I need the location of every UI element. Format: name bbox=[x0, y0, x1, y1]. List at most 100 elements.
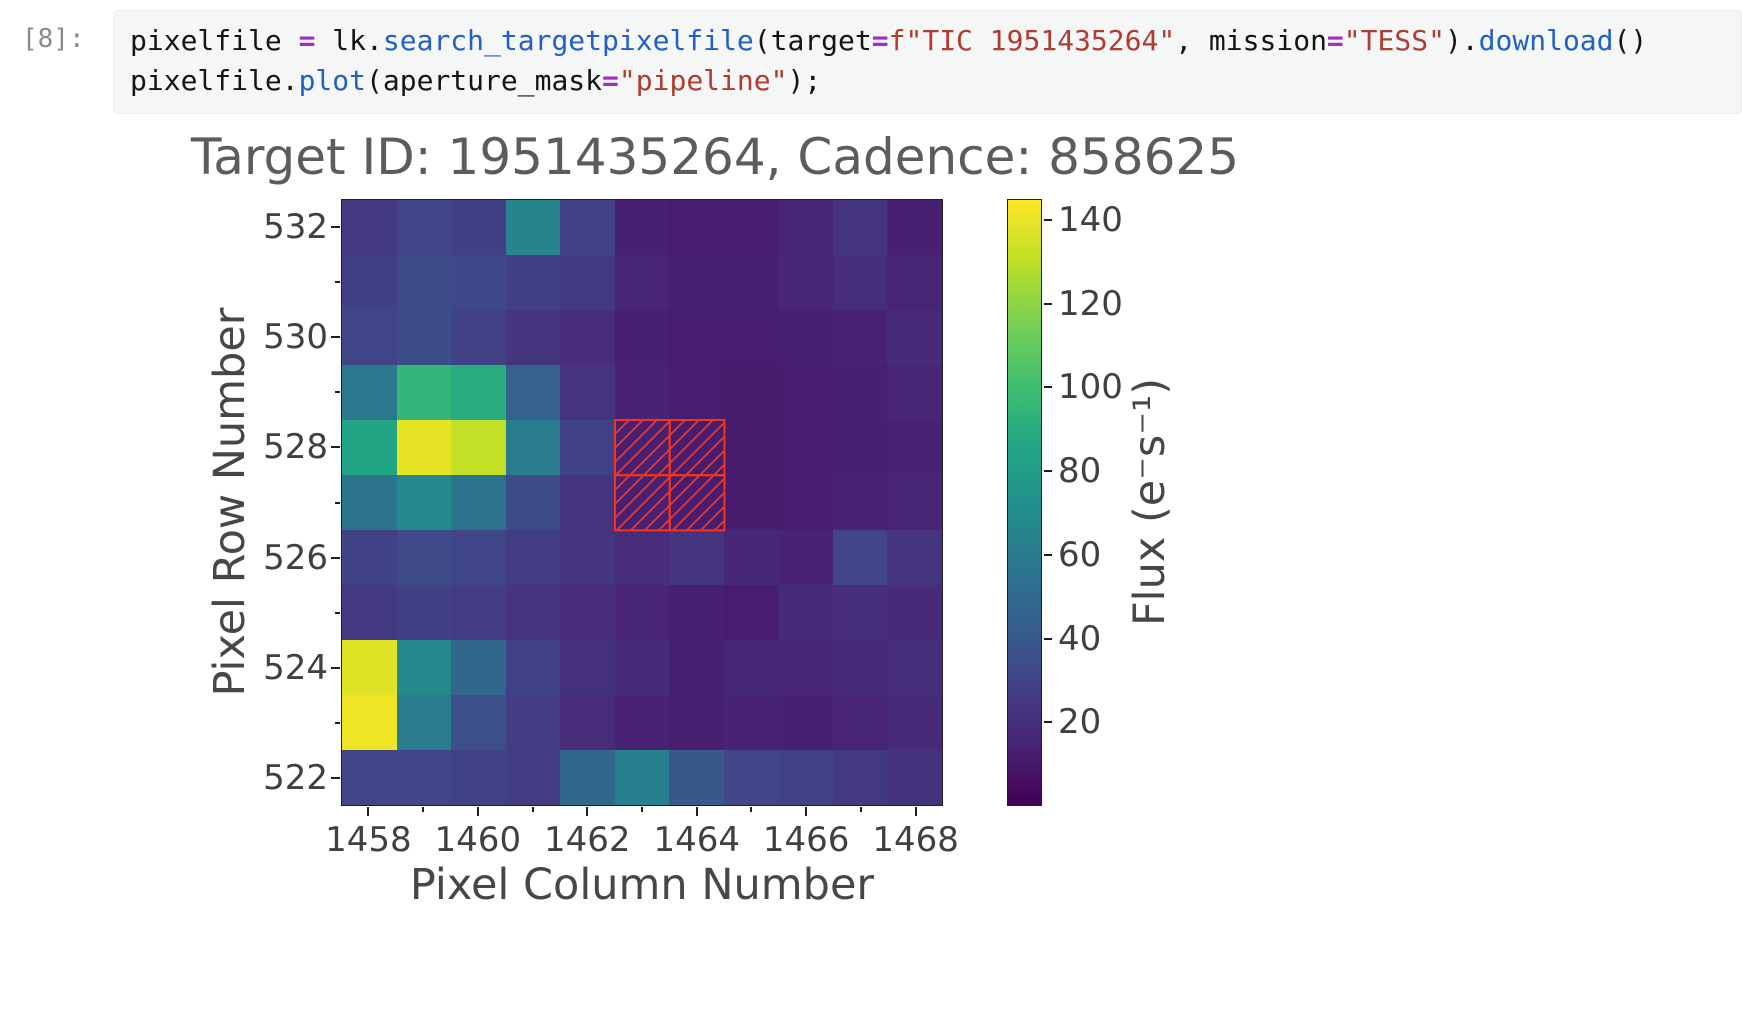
heatmap-cell bbox=[669, 585, 724, 640]
heatmap-cell bbox=[832, 255, 888, 310]
heatmap-cell bbox=[669, 420, 724, 475]
heatmap-cell bbox=[560, 255, 615, 310]
heatmap-cell bbox=[669, 365, 724, 420]
colorbar-tick-mark bbox=[1044, 470, 1052, 473]
heatmap-cell bbox=[560, 640, 615, 695]
x-tick-label: 1462 bbox=[544, 820, 631, 860]
colorbar-tick-mark bbox=[1044, 721, 1052, 724]
heatmap-cell bbox=[505, 365, 561, 420]
heatmap-cell bbox=[887, 585, 942, 640]
heatmap-cell bbox=[723, 750, 779, 805]
x-tick-mark bbox=[805, 807, 808, 816]
colorbar-tick-label: 80 bbox=[1058, 451, 1102, 492]
colorbar-label: Flux (e⁻s⁻¹) bbox=[1125, 377, 1175, 627]
heatmap-cell bbox=[669, 475, 724, 530]
x-tick-label: 1464 bbox=[653, 820, 740, 860]
y-minor-tick-mark bbox=[335, 501, 340, 504]
x-tick-mark bbox=[695, 807, 698, 816]
x-minor-tick-mark bbox=[531, 807, 534, 812]
x-tick-label: 1460 bbox=[434, 820, 522, 860]
heatmap-cell bbox=[560, 420, 615, 475]
code-token: f"TIC 1951435264" bbox=[888, 24, 1176, 57]
heatmap-cell bbox=[778, 750, 833, 805]
heatmap-cell bbox=[832, 640, 888, 695]
plot-title: Target ID: 1951435264, Cadence: 858625 bbox=[190, 128, 1240, 186]
y-tick-label: 524 bbox=[263, 648, 328, 689]
heatmap-cell bbox=[560, 585, 615, 640]
code-token: download bbox=[1478, 24, 1614, 57]
code-token: lk. bbox=[332, 24, 383, 57]
heatmap-cell bbox=[614, 475, 670, 530]
colorbar-tick-mark bbox=[1044, 386, 1052, 389]
heatmap-cell bbox=[887, 640, 942, 695]
heatmap-cell bbox=[451, 365, 506, 420]
heatmap-cell bbox=[451, 695, 506, 750]
code-token: (aperture_mask bbox=[366, 64, 603, 97]
heatmap-cell bbox=[505, 200, 561, 255]
code-token: = bbox=[298, 24, 333, 57]
colorbar bbox=[1007, 199, 1042, 806]
code-token: pixelfile. bbox=[130, 64, 299, 97]
heatmap-cell bbox=[560, 310, 615, 365]
heatmap-cell bbox=[396, 585, 452, 640]
code-token: = bbox=[871, 24, 889, 57]
code-token: () bbox=[1613, 24, 1648, 57]
heatmap-cell bbox=[451, 750, 506, 805]
code-token: search_targetpixelfile bbox=[382, 24, 754, 57]
heatmap-cell bbox=[505, 475, 561, 530]
heatmap-cell bbox=[887, 530, 942, 585]
y-minor-tick-mark bbox=[335, 280, 340, 283]
x-minor-tick-mark bbox=[422, 807, 425, 812]
heatmap-cell bbox=[396, 695, 452, 750]
heatmap-cell bbox=[669, 200, 724, 255]
heatmap-cell bbox=[396, 200, 452, 255]
heatmap-cell bbox=[669, 530, 724, 585]
code-token: = bbox=[602, 64, 619, 97]
heatmap-cell bbox=[396, 365, 452, 420]
colorbar-tick-label: 140 bbox=[1058, 199, 1123, 240]
y-tick-mark bbox=[331, 335, 340, 338]
heatmap-cell bbox=[778, 695, 833, 750]
heatmap-cell bbox=[560, 695, 615, 750]
heatmap-cell bbox=[451, 200, 506, 255]
heatmap-cell bbox=[778, 255, 833, 310]
heatmap-cell bbox=[723, 200, 779, 255]
heatmap-cell bbox=[396, 750, 452, 805]
heatmap-cell bbox=[396, 310, 452, 365]
colorbar-tick-mark bbox=[1044, 302, 1052, 305]
code-line: pixelfile = lk.search_targetpixelfile(ta… bbox=[130, 21, 1725, 61]
code-token: , mission bbox=[1175, 24, 1327, 57]
code-editor[interactable]: pixelfile = lk.search_targetpixelfile(ta… bbox=[114, 11, 1741, 101]
heatmap-cell bbox=[887, 750, 942, 805]
y-tick-label: 528 bbox=[263, 427, 328, 468]
heatmap-cell bbox=[505, 255, 561, 310]
heatmap-cell bbox=[614, 200, 670, 255]
heatmap-cell bbox=[342, 585, 397, 640]
colorbar-tick-label: 20 bbox=[1058, 702, 1102, 743]
heatmap-cell bbox=[669, 255, 724, 310]
code-cell[interactable]: pixelfile = lk.search_targetpixelfile(ta… bbox=[113, 10, 1742, 114]
heatmap-cell bbox=[614, 585, 670, 640]
heatmap-cell bbox=[505, 420, 561, 475]
heatmap-cell bbox=[342, 200, 397, 255]
heatmap-cell bbox=[669, 750, 724, 805]
heatmap-cell bbox=[778, 310, 833, 365]
y-minor-tick-mark bbox=[335, 391, 340, 394]
heatmap-cell bbox=[342, 420, 397, 475]
x-tick-label: 1468 bbox=[872, 820, 959, 860]
colorbar-tick-mark bbox=[1044, 553, 1052, 556]
heatmap-cell bbox=[505, 310, 561, 365]
y-tick-mark bbox=[331, 225, 340, 228]
colorbar-tick-mark bbox=[1044, 637, 1052, 640]
colorbar-tick-label: 40 bbox=[1058, 618, 1102, 659]
heatmap-cell bbox=[723, 530, 779, 585]
heatmap-cell bbox=[342, 255, 397, 310]
y-tick-label: 530 bbox=[263, 316, 328, 357]
heatmap-cell bbox=[396, 255, 452, 310]
heatmap-cell bbox=[614, 365, 670, 420]
heatmap-cell bbox=[396, 530, 452, 585]
code-token: ). bbox=[1444, 24, 1479, 57]
heatmap-cell bbox=[614, 310, 670, 365]
y-tick-label: 522 bbox=[263, 758, 328, 799]
